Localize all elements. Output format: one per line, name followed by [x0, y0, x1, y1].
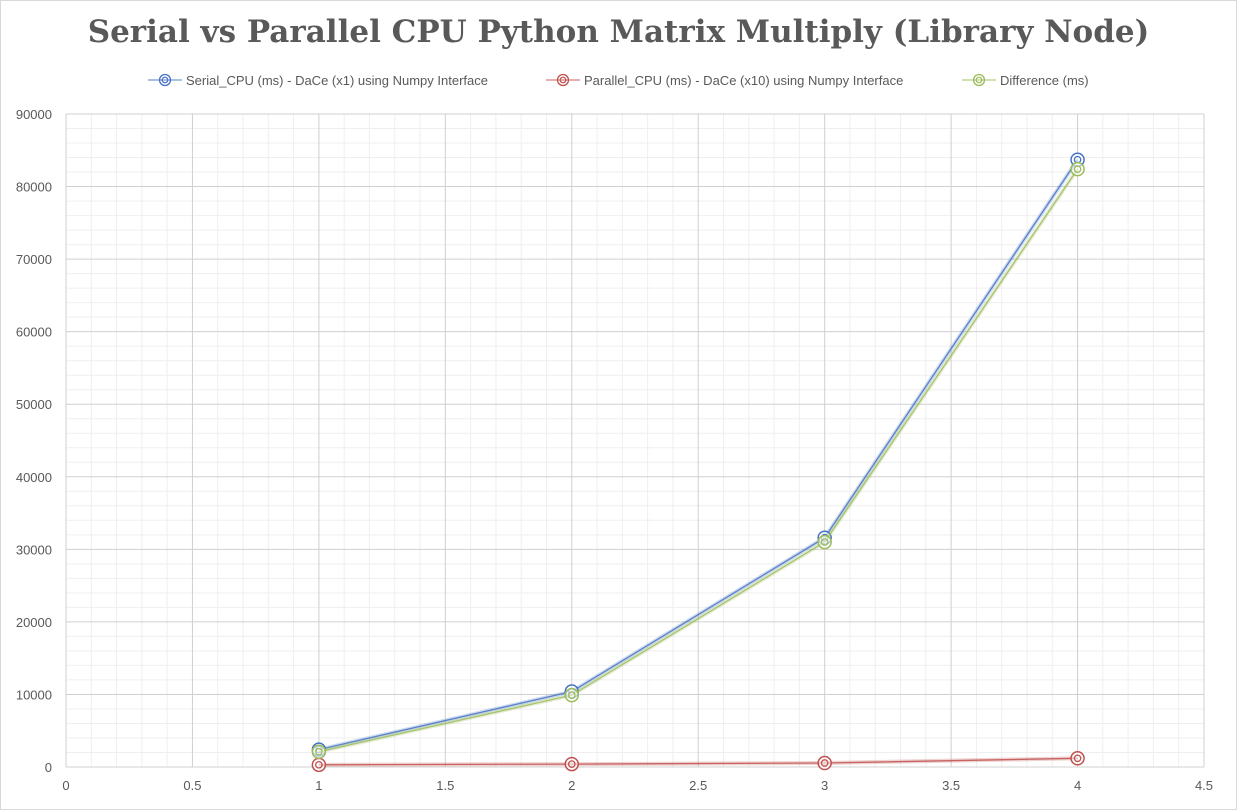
chart-title: Serial vs Parallel CPU Python Matrix Mul… — [87, 14, 1150, 50]
data-point — [564, 756, 580, 772]
series-2 — [311, 161, 1085, 760]
x-tick-label: 2.5 — [689, 778, 707, 793]
x-tick-label: 4.5 — [1195, 778, 1213, 793]
minor-gridlines — [66, 114, 1204, 767]
series-1 — [311, 751, 1085, 773]
y-tick-label: 70000 — [16, 252, 52, 267]
series-line — [318, 159, 1079, 751]
data-point-inner — [820, 759, 829, 767]
data-point — [1070, 751, 1085, 766]
data-point — [817, 534, 832, 550]
legend-label-difference: Difference (ms) — [1000, 72, 1089, 88]
data-point — [1070, 161, 1085, 177]
legend-item-difference: Difference (ms) — [962, 72, 1089, 88]
data-point — [311, 757, 327, 773]
y-tick-label: 40000 — [16, 470, 52, 485]
data-point — [311, 744, 327, 760]
y-tick-label: 80000 — [16, 180, 52, 195]
legend-marker-difference — [962, 73, 996, 87]
data-point-inner — [315, 760, 323, 769]
x-tick-label: 2 — [568, 778, 575, 793]
data-point-inner — [315, 747, 323, 756]
data-point-inner — [820, 538, 829, 546]
y-tick-label: 0 — [45, 760, 52, 775]
data-point-inner — [567, 691, 576, 700]
y-tick-label: 50000 — [16, 397, 52, 412]
data-point — [817, 755, 832, 771]
y-tick-label: 60000 — [16, 325, 52, 340]
legend-label-serial: Serial_CPU (ms) - DaCe (x1) using Numpy … — [186, 72, 488, 88]
legend-item-serial: Serial_CPU (ms) - DaCe (x1) using Numpy … — [148, 72, 488, 88]
legend-marker-serial — [148, 73, 182, 87]
y-tick-label: 10000 — [16, 687, 52, 702]
legend-marker-parallel — [546, 73, 580, 87]
series-layer — [311, 152, 1085, 773]
x-tick-label: 0.5 — [183, 778, 201, 793]
y-tick-label: 30000 — [16, 542, 52, 557]
y-tick-labels: 0 10000 20000 30000 40000 50000 60000 70000 8000… — [16, 107, 52, 775]
data-point-inner — [1073, 165, 1082, 173]
x-tick-label: 3 — [821, 778, 828, 793]
major-gridlines — [65, 113, 1205, 768]
x-tick-label: 0 — [62, 778, 69, 793]
x-tick-labels: 0 0.5 1 1.5 2 2.5 3 3.5 4 4.5 — [62, 778, 1213, 793]
x-tick-label: 1 — [315, 778, 322, 793]
y-tick-label: 90000 — [16, 107, 52, 122]
series-line — [318, 757, 1078, 766]
x-tick-label: 1.5 — [436, 778, 454, 793]
data-point-inner — [567, 760, 576, 768]
legend-item-parallel: Parallel_CPU (ms) - DaCe (x10) using Num… — [546, 72, 903, 88]
y-tick-label: 20000 — [16, 615, 52, 630]
legend: Serial_CPU (ms) - DaCe (x1) using Numpy … — [0, 72, 1237, 92]
data-point — [564, 687, 580, 703]
legend-label-parallel: Parallel_CPU (ms) - DaCe (x10) using Num… — [584, 72, 904, 88]
data-point-inner — [1073, 754, 1082, 763]
x-tick-label: 3.5 — [942, 778, 960, 793]
series-line — [318, 168, 1079, 753]
x-tick-label: 4 — [1074, 778, 1081, 793]
